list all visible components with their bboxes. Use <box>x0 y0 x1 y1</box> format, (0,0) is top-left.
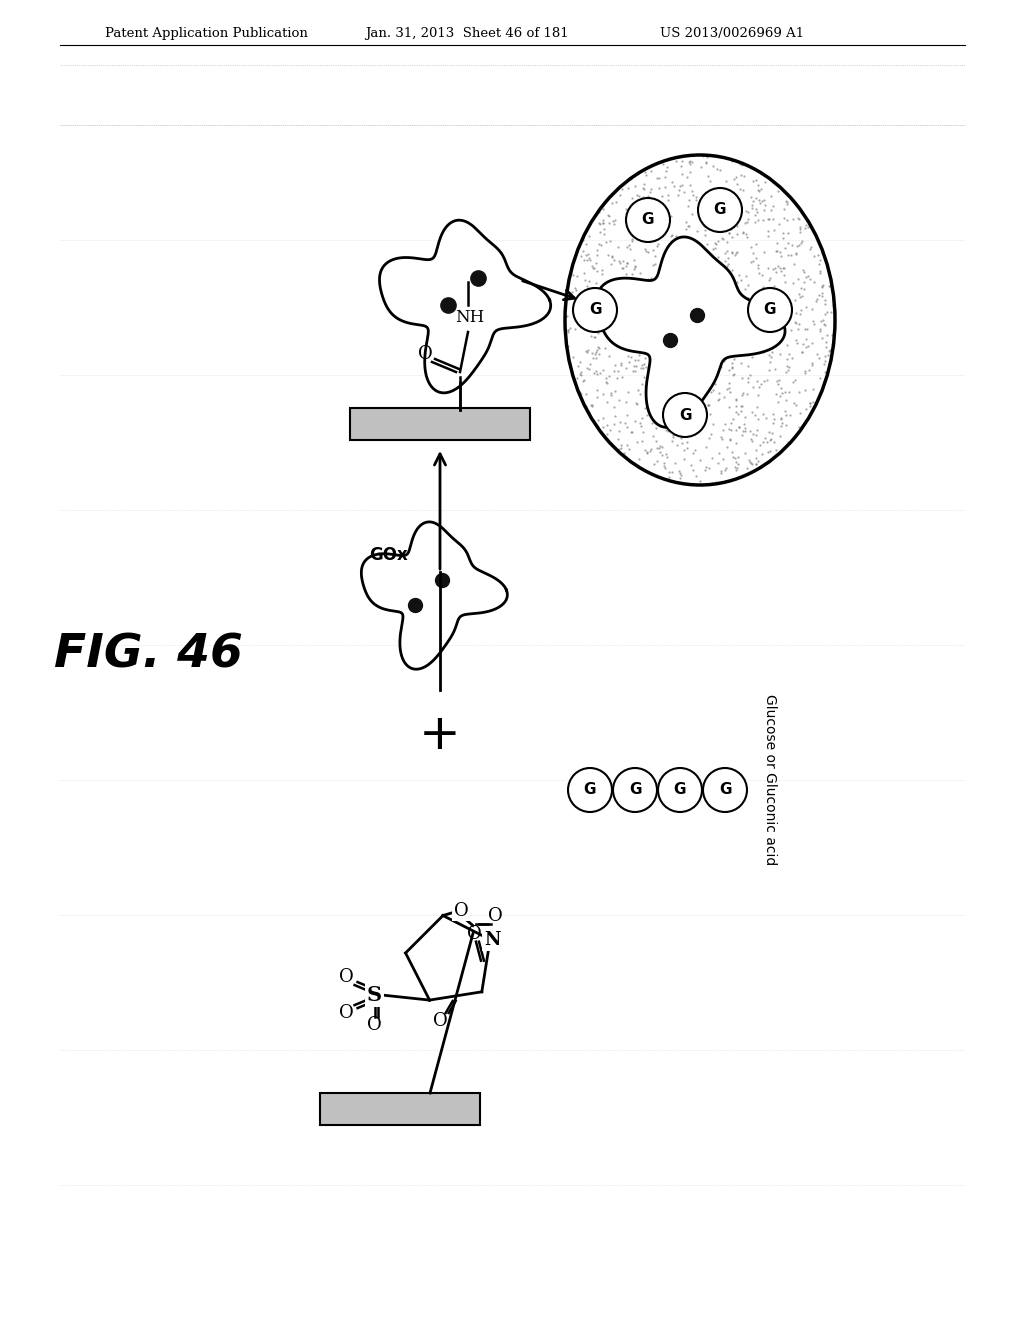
Text: O: O <box>339 968 354 986</box>
Circle shape <box>658 768 702 812</box>
Circle shape <box>748 288 792 333</box>
Text: G: G <box>629 783 641 797</box>
Text: NH: NH <box>456 309 484 326</box>
Text: G: G <box>584 783 596 797</box>
Text: S: S <box>367 985 382 1005</box>
Text: FIG. 46: FIG. 46 <box>53 632 243 677</box>
Circle shape <box>698 187 742 232</box>
Text: G: G <box>589 302 601 318</box>
Polygon shape <box>596 236 785 428</box>
Text: O: O <box>433 1012 449 1030</box>
Text: G: G <box>674 783 686 797</box>
Text: O: O <box>339 1005 354 1022</box>
Text: N: N <box>484 931 501 949</box>
FancyBboxPatch shape <box>319 1093 480 1125</box>
Text: GOx: GOx <box>369 546 408 564</box>
Text: O: O <box>467 925 481 942</box>
Text: Glucose or Gluconic acid: Glucose or Gluconic acid <box>763 694 777 866</box>
Text: G: G <box>764 302 776 318</box>
Text: G: G <box>719 783 731 797</box>
Circle shape <box>568 768 612 812</box>
Polygon shape <box>361 521 507 669</box>
Text: G: G <box>714 202 726 218</box>
Text: G: G <box>679 408 691 422</box>
Text: O: O <box>454 902 468 920</box>
Text: G: G <box>642 213 654 227</box>
Circle shape <box>613 768 657 812</box>
Polygon shape <box>380 220 551 393</box>
Text: Patent Application Publication: Patent Application Publication <box>105 26 308 40</box>
Text: O: O <box>418 345 432 363</box>
Text: Jan. 31, 2013  Sheet 46 of 181: Jan. 31, 2013 Sheet 46 of 181 <box>365 26 568 40</box>
Circle shape <box>573 288 617 333</box>
Text: US 2013/0026969 A1: US 2013/0026969 A1 <box>660 26 804 40</box>
Text: O: O <box>368 1016 382 1034</box>
Circle shape <box>703 768 746 812</box>
Circle shape <box>663 393 707 437</box>
Text: +: + <box>419 711 461 759</box>
FancyBboxPatch shape <box>350 408 530 440</box>
Circle shape <box>626 198 670 242</box>
Text: O: O <box>487 907 503 924</box>
